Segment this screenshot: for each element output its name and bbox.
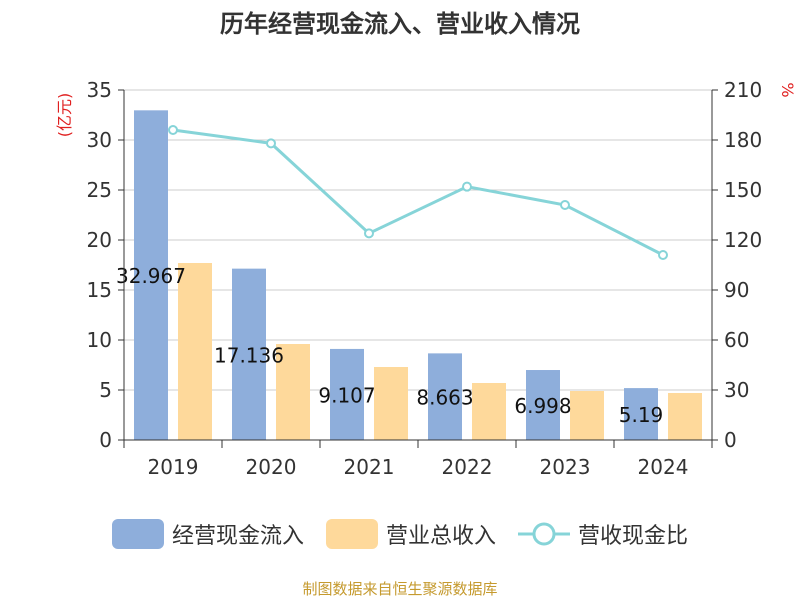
bar-revenue xyxy=(178,263,212,440)
left-axis-tick-label: 35 xyxy=(87,78,112,102)
legend-swatch-revenue xyxy=(325,519,378,549)
point-ratio xyxy=(560,200,570,210)
right-axis-tick-label: 60 xyxy=(724,328,749,352)
legend-label-cash-inflow: 经营现金流入 xyxy=(171,524,304,549)
legend-item-cash-inflow[interactable]: 经营现金流入 xyxy=(111,518,304,550)
legend-swatch-ratio xyxy=(518,522,570,546)
line-ratio xyxy=(172,128,664,257)
right-axis-tick-label: 30 xyxy=(724,378,749,402)
point-ratio xyxy=(168,125,178,135)
left-axis-tick-label: 25 xyxy=(87,178,112,202)
source-note: 制图数据来自恒生聚源数据库 xyxy=(302,580,498,598)
legend-label-ratio: 营收现金比 xyxy=(578,524,689,549)
bar-cash-inflow xyxy=(526,370,560,440)
bar-revenue xyxy=(472,383,506,440)
right-axis-tick-label: 210 xyxy=(724,78,762,102)
x-axis-tick-label: 2020 xyxy=(246,455,297,479)
bar-revenue xyxy=(374,367,408,440)
data-label-cash-inflow: 9.107 xyxy=(318,383,375,407)
right-axis-tick-label: 120 xyxy=(724,228,762,252)
left-axis-tick-label: 20 xyxy=(87,228,112,252)
left-axis-tick-label: 15 xyxy=(87,278,112,302)
right-axis-tick-label: 180 xyxy=(724,128,762,152)
point-ratio xyxy=(658,250,668,260)
data-label-cash-inflow: 8.663 xyxy=(416,386,473,410)
bar-cash-inflow xyxy=(330,348,364,440)
legend-item-ratio[interactable]: 营收现金比 xyxy=(518,518,688,550)
left-axis-tick-label: 0 xyxy=(99,428,112,452)
left-axis-tick-label: 10 xyxy=(87,328,112,352)
x-axis-tick-label: 2022 xyxy=(442,455,493,479)
x-axis-tick-label: 2024 xyxy=(638,455,689,479)
bar-cash-inflow xyxy=(232,268,266,440)
x-axis-tick-label: 2021 xyxy=(344,455,395,479)
right-axis-tick-label: 90 xyxy=(724,278,749,302)
x-axis-tick-label: 2019 xyxy=(148,455,199,479)
data-label-cash-inflow: 5.19 xyxy=(619,403,664,427)
right-axis-tick-label: 150 xyxy=(724,178,762,202)
legend-swatch-cash-inflow xyxy=(111,519,164,549)
legend-item-revenue[interactable]: 营业总收入 xyxy=(325,518,496,550)
bar-revenue xyxy=(668,393,702,440)
bar-cash-inflow xyxy=(134,110,168,440)
data-label-cash-inflow: 32.967 xyxy=(116,264,186,288)
bar-revenue xyxy=(276,344,310,440)
left-axis-tick-label: 30 xyxy=(87,128,112,152)
chart-title: 历年经营现金流入、营业收入情况 xyxy=(220,10,580,38)
point-ratio xyxy=(266,138,276,149)
legend-label-revenue: 营业总收入 xyxy=(385,524,496,549)
x-axis-tick-label: 2023 xyxy=(540,455,591,479)
point-ratio xyxy=(364,228,374,239)
legend: 经营现金流入 营业总收入 营收现金比 xyxy=(0,518,800,550)
point-ratio xyxy=(462,181,472,192)
data-label-cash-inflow: 6.998 xyxy=(514,394,571,418)
left-axis-unit: (亿元) xyxy=(55,93,74,138)
left-axis-tick-label: 5 xyxy=(99,378,112,402)
bar-revenue xyxy=(570,391,604,440)
bar-cash-inflow xyxy=(624,388,658,440)
data-label-cash-inflow: 17.136 xyxy=(214,343,284,367)
right-axis-unit: % xyxy=(778,82,797,97)
bar-cash-inflow xyxy=(428,353,462,440)
right-axis-tick-label: 0 xyxy=(724,428,737,452)
